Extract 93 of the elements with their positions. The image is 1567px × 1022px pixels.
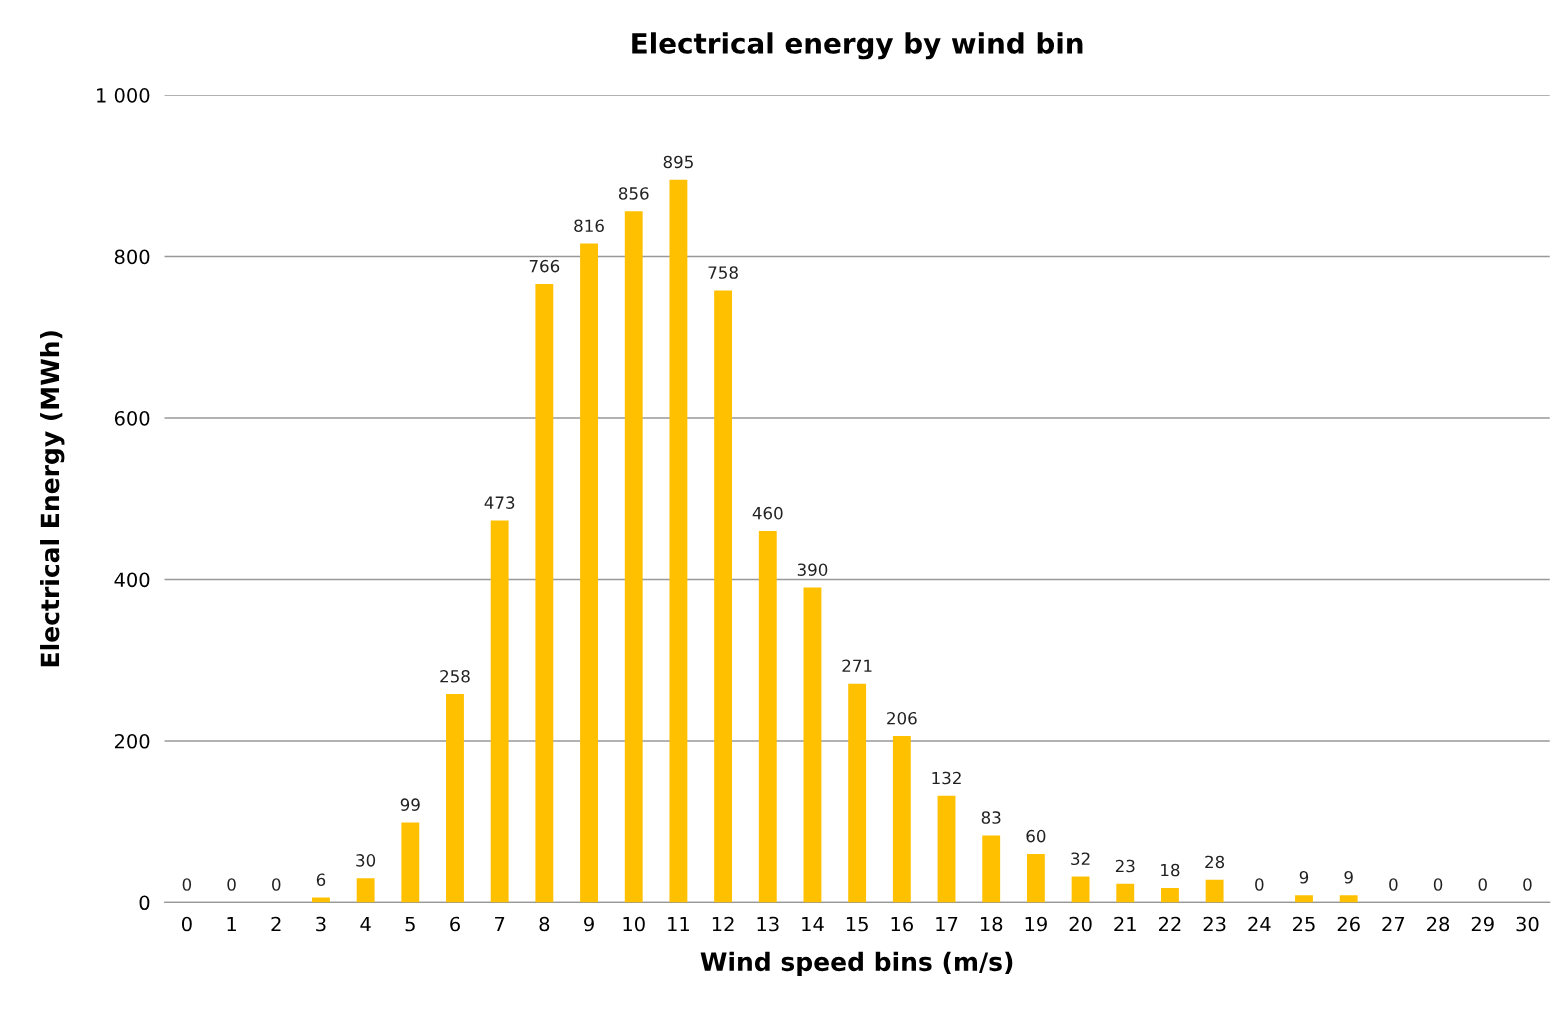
bar — [401, 822, 420, 903]
bar — [356, 878, 375, 903]
bar — [937, 795, 956, 903]
bar — [1339, 895, 1358, 903]
data-label: 32 — [1071, 852, 1090, 866]
x-tick-label: 14 — [802, 916, 824, 932]
bar — [848, 683, 867, 903]
data-label: 0 — [1523, 878, 1532, 891]
x-tick-label: 7 — [495, 916, 505, 932]
data-label: 99 — [400, 798, 420, 811]
bar — [803, 587, 822, 903]
bar — [1295, 895, 1313, 903]
x-tick-label: 19 — [1025, 916, 1047, 932]
data-label: 30 — [356, 854, 376, 867]
x-tick-label: 0 — [181, 916, 192, 932]
y-axis-title: Electrical Energy (MWh) — [40, 331, 65, 667]
x-tick-label: 1 — [227, 916, 236, 932]
data-label: 258 — [440, 669, 470, 683]
bar — [1161, 887, 1179, 903]
data-label: 0 — [182, 878, 192, 891]
x-tick-label: 4 — [360, 916, 371, 932]
x-tick-label: 26 — [1337, 916, 1360, 932]
x-tick-label: 18 — [980, 916, 1003, 932]
bar — [490, 520, 509, 903]
data-label: 83 — [981, 811, 1001, 824]
x-tick-label: 25 — [1293, 916, 1315, 932]
data-label: 28 — [1205, 855, 1225, 869]
bar — [982, 835, 1001, 903]
data-label: 6 — [316, 873, 326, 887]
y-tick-label: 400 — [114, 572, 150, 588]
x-tick-label: 30 — [1516, 916, 1539, 932]
data-label: 856 — [618, 187, 649, 200]
x-tick-label: 12 — [712, 916, 734, 932]
x-tick-label: 15 — [846, 916, 868, 932]
x-tick-label: 5 — [405, 916, 415, 932]
bar — [1116, 883, 1135, 903]
data-label: 895 — [663, 155, 693, 169]
x-axis-title: Wind speed bins (m/s) — [700, 951, 1013, 976]
data-label: 271 — [842, 659, 872, 672]
bar — [446, 694, 464, 903]
data-label: 206 — [887, 711, 917, 725]
y-tick-label: 600 — [114, 410, 150, 426]
x-tick-label: 28 — [1427, 916, 1450, 932]
chart-title: Electrical energy by wind bin — [632, 32, 1083, 60]
bar — [624, 211, 643, 903]
x-tick-label: 27 — [1382, 916, 1405, 932]
x-tick-label: 11 — [668, 916, 689, 932]
data-label: 18 — [1161, 863, 1180, 877]
x-tick-label: 9 — [584, 916, 594, 932]
bar — [758, 531, 777, 903]
bar — [580, 243, 598, 903]
x-tick-label: 10 — [623, 916, 645, 932]
x-tick-label: 3 — [316, 916, 326, 932]
data-label: 816 — [574, 219, 604, 233]
data-label: 0 — [1255, 878, 1264, 891]
data-label: 0 — [1389, 878, 1398, 891]
bar — [892, 736, 911, 903]
x-tick-label: 6 — [450, 916, 460, 932]
data-label: 9 — [1299, 870, 1309, 884]
data-label: 0 — [1433, 878, 1443, 891]
x-tick-label: 21 — [1114, 916, 1136, 932]
bar — [669, 179, 688, 903]
y-tick-label: 800 — [114, 249, 150, 265]
data-label: 0 — [272, 878, 281, 891]
data-label: 132 — [932, 771, 961, 785]
data-label: 0 — [1478, 878, 1487, 891]
bar — [1071, 876, 1090, 903]
x-tick-label: 2 — [271, 916, 281, 932]
bar — [1026, 853, 1045, 903]
data-label: 390 — [797, 563, 828, 576]
data-label: 0 — [227, 878, 236, 891]
data-label: 60 — [1026, 829, 1046, 843]
x-tick-label: 24 — [1248, 916, 1271, 932]
x-tick-label: 17 — [936, 916, 958, 932]
y-tick-label: 200 — [114, 733, 150, 749]
data-label: 758 — [708, 266, 738, 279]
data-label: 23 — [1115, 859, 1135, 873]
y-tick-label: 0 — [139, 895, 150, 911]
bar — [535, 283, 554, 903]
data-label: 473 — [484, 496, 515, 509]
x-tick-label: 20 — [1069, 916, 1092, 932]
y-tick-label: 1 000 — [97, 88, 150, 103]
x-tick-label: 23 — [1203, 916, 1226, 932]
x-tick-label: 16 — [891, 916, 913, 932]
data-label: 460 — [752, 506, 783, 520]
x-tick-label: 22 — [1159, 916, 1181, 932]
x-tick-label: 13 — [757, 916, 779, 932]
bar — [1205, 879, 1224, 903]
x-tick-label: 29 — [1471, 916, 1494, 932]
bar — [714, 290, 733, 903]
data-label: 766 — [529, 259, 560, 273]
x-tick-label: 8 — [539, 916, 550, 932]
data-label: 9 — [1344, 870, 1353, 884]
